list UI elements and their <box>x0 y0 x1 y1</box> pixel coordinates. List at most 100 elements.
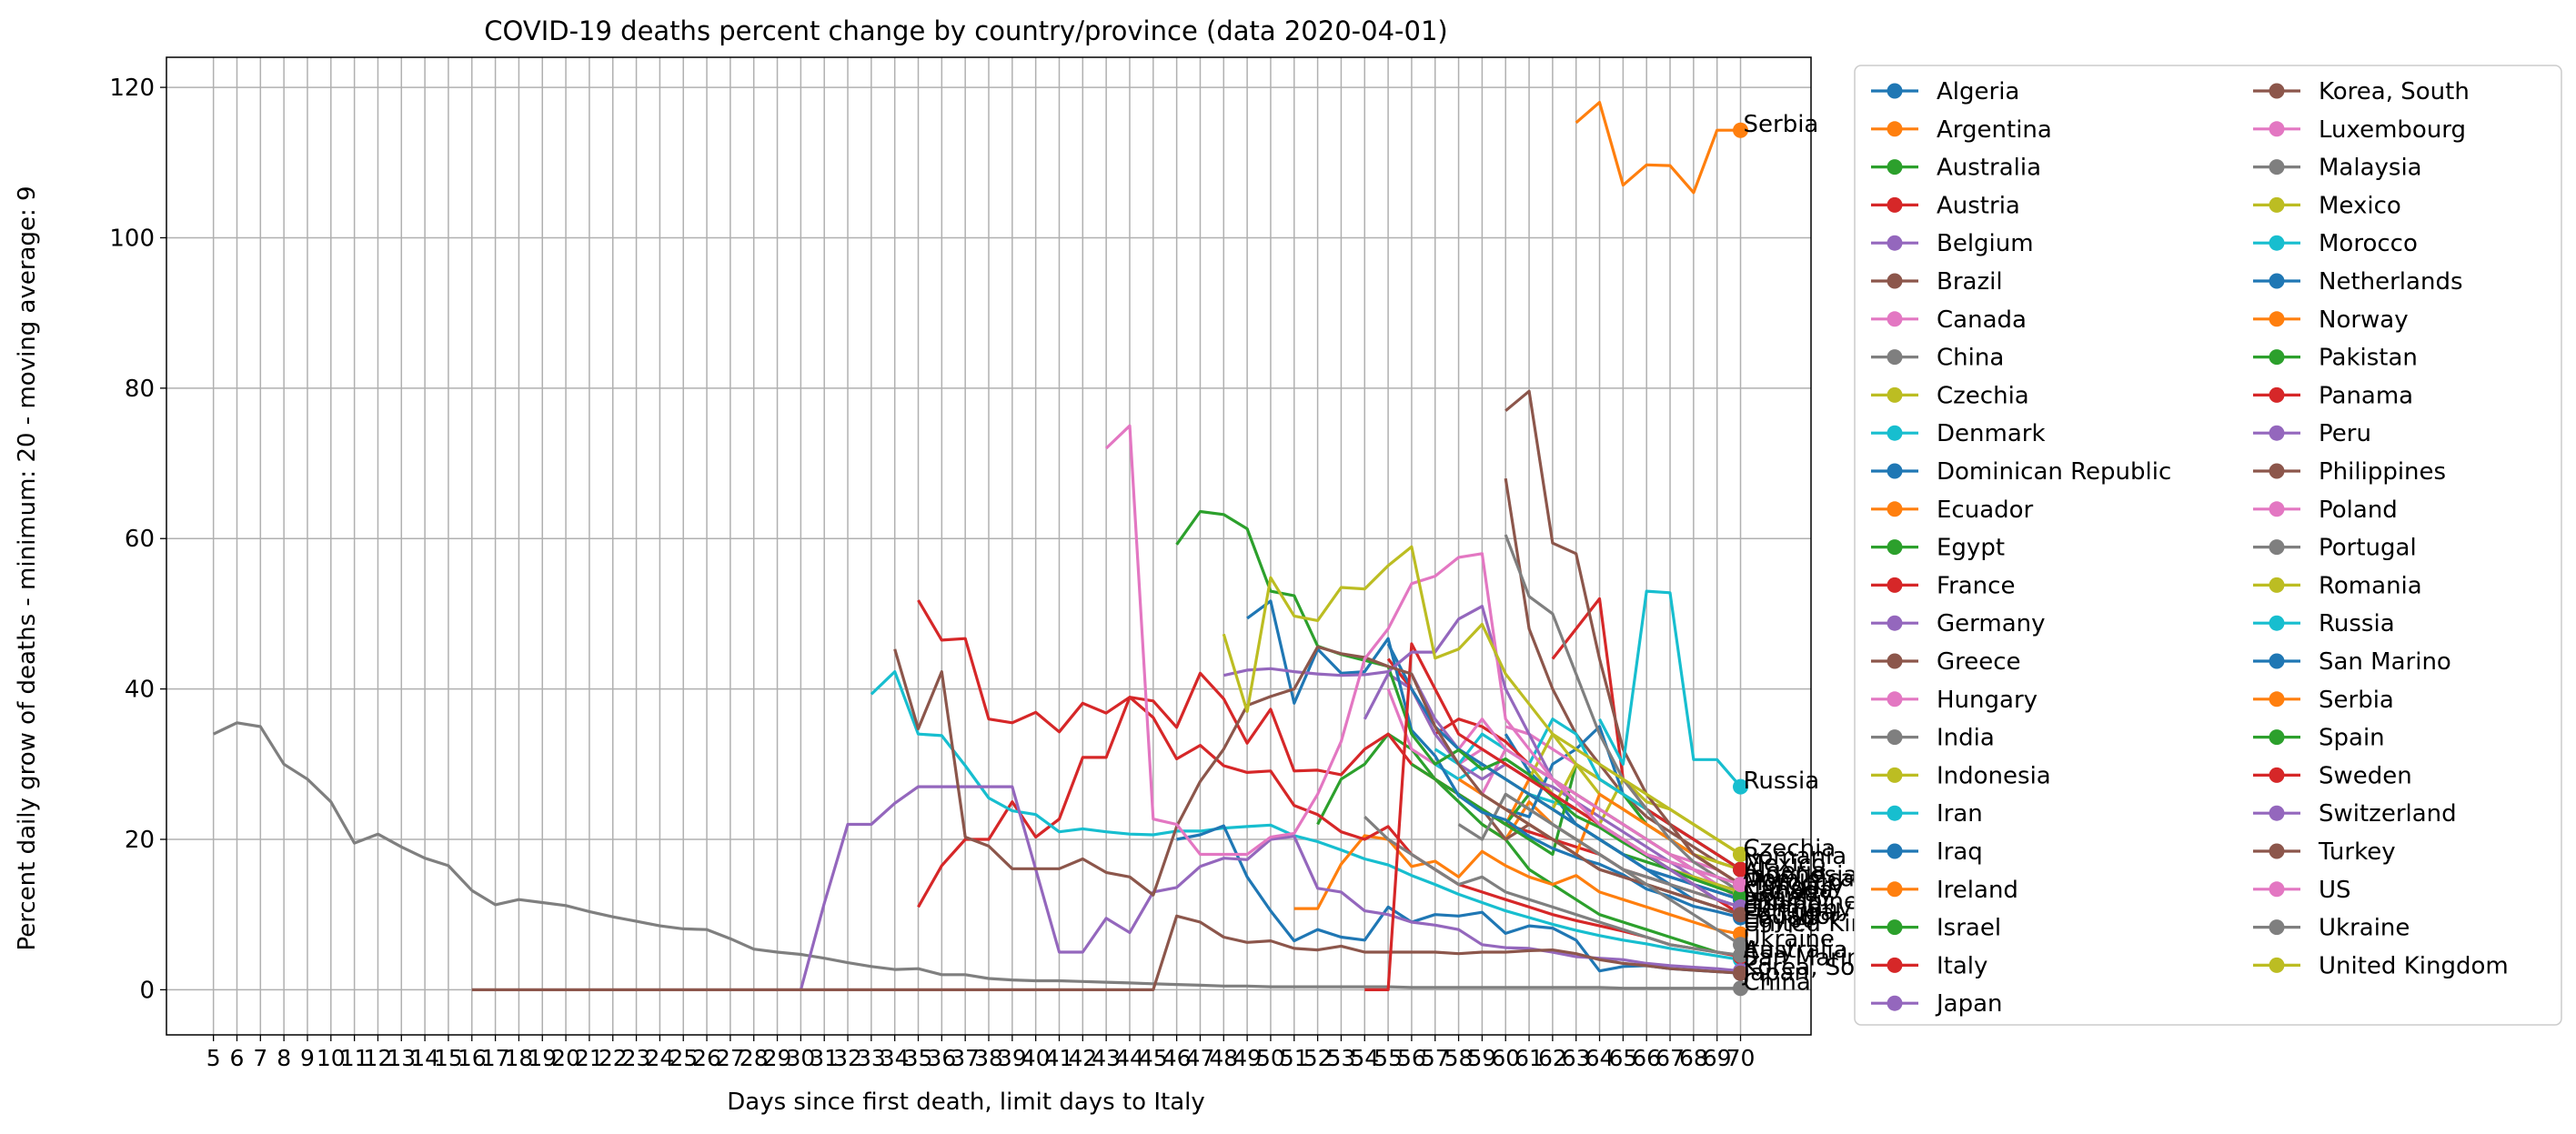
legend-item-denmark: Denmark <box>1871 420 2046 447</box>
annotation-indonesia: Indonesia <box>1744 861 1858 888</box>
legend-label: Norway <box>2319 306 2409 334</box>
y-axis-label: Percent daily grow of deaths - minimum: … <box>14 186 41 950</box>
legend-item-germany: Germany <box>1871 610 2046 637</box>
legend-swatch-marker <box>1887 121 1903 137</box>
legend-item-turkey: Turkey <box>2253 838 2396 866</box>
x-tick-label: 48 <box>1209 1045 1238 1071</box>
x-tick-label: 15 <box>434 1045 463 1071</box>
legend-item-australia: Australia <box>1871 155 2041 182</box>
x-tick-label: 32 <box>833 1045 862 1071</box>
legend-swatch-marker <box>1887 577 1903 593</box>
legend-label: Iran <box>1937 800 1983 828</box>
legend-label: Denmark <box>1937 420 2046 447</box>
legend-item-israel: Israel <box>1871 915 2001 942</box>
legend-label: Malaysia <box>2319 155 2422 182</box>
legend-item-france: France <box>1871 572 2015 599</box>
annotation-russia: Russia <box>1744 768 1820 795</box>
legend-label: Morocco <box>2319 230 2418 257</box>
legend-swatch-marker <box>1887 83 1903 99</box>
x-tick-label: 69 <box>1703 1045 1732 1071</box>
legend-swatch-marker <box>1887 235 1903 251</box>
legend-item-brazil: Brazil <box>1871 268 2003 296</box>
x-tick-label: 22 <box>599 1045 628 1071</box>
annotation-china: China <box>1744 969 1811 997</box>
legend-item-korea-south: Korea, South <box>2253 78 2470 105</box>
legend-swatch-marker <box>1887 615 1903 631</box>
legend-swatch-marker <box>2269 121 2285 137</box>
x-tick-label: 30 <box>786 1045 815 1071</box>
x-tick-label: 49 <box>1233 1045 1262 1071</box>
y-tick-label: 20 <box>125 827 155 854</box>
legend-label: Argentina <box>1937 116 2052 144</box>
y-tick-label: 80 <box>125 376 155 403</box>
x-tick-label: 21 <box>575 1045 604 1071</box>
legend-swatch-marker <box>2269 463 2285 479</box>
legend-swatch-marker <box>2269 539 2285 556</box>
legend-swatch-marker <box>1887 691 1903 707</box>
series-line-ukraine <box>1504 793 1742 947</box>
x-tick-label: 17 <box>481 1045 510 1071</box>
annotation-romania: Romania <box>1744 843 1847 870</box>
legend-label: Luxembourg <box>2319 116 2466 144</box>
legend-label: Netherlands <box>2319 268 2463 296</box>
series-point-serbia <box>1733 122 1749 138</box>
legend-label: China <box>1937 345 2004 372</box>
legend-label: Peru <box>2319 420 2371 447</box>
x-tick-label: 56 <box>1397 1045 1426 1071</box>
x-tick-label: 53 <box>1327 1045 1356 1071</box>
annotation-poland: Poland <box>1744 892 1823 919</box>
series-point-korea-south <box>1733 965 1749 981</box>
x-tick-label: 11 <box>340 1045 369 1071</box>
legend-swatch-marker <box>2269 881 2285 898</box>
legend-item-japan: Japan <box>1871 990 2003 1018</box>
legend-item-russia: Russia <box>2253 610 2395 637</box>
x-tick-label: 34 <box>880 1045 910 1071</box>
legend-label: Sweden <box>2319 762 2412 789</box>
series-line-us <box>1104 424 1741 887</box>
series-point-ukraine <box>1733 937 1749 953</box>
x-tick-label: 45 <box>1139 1045 1168 1071</box>
annotation-germany: Germany <box>1744 896 1853 923</box>
x-tick-label: 27 <box>716 1045 745 1071</box>
series-line-philippines <box>1504 389 1742 886</box>
series-point-panama <box>1733 861 1749 878</box>
x-tick-label: 26 <box>692 1045 721 1071</box>
legend-label: Pakistan <box>2319 345 2418 372</box>
legend-label: Belgium <box>1937 230 2034 257</box>
legend-item-netherlands: Netherlands <box>2253 268 2463 296</box>
series-line-malaysia <box>1363 816 1741 957</box>
x-tick-label: 58 <box>1444 1045 1474 1071</box>
annotation-mexico: Mexico <box>1744 850 1826 878</box>
x-tick-label: 64 <box>1585 1045 1615 1071</box>
legend-swatch-marker <box>1887 767 1903 783</box>
series-line-turkey <box>893 645 1741 917</box>
x-tick-label: 37 <box>951 1045 980 1071</box>
legend-label: Brazil <box>1937 268 2003 296</box>
legend-swatch-marker <box>2269 235 2285 251</box>
legend-swatch-marker <box>1887 159 1903 176</box>
x-tick-label: 55 <box>1374 1045 1403 1071</box>
legend-item-iraq: Iraq <box>1871 838 1983 866</box>
x-tick-label: 25 <box>669 1045 698 1071</box>
legend-item-panama: Panama <box>2253 382 2413 409</box>
legend-item-philippines: Philippines <box>2253 458 2446 486</box>
legend-item-serbia: Serbia <box>2253 687 2394 714</box>
x-tick-label: 40 <box>1021 1045 1051 1071</box>
legend-item-poland: Poland <box>2253 497 2398 524</box>
x-tick-label: 5 <box>206 1045 221 1071</box>
series-point-us <box>1733 877 1749 893</box>
x-tick-label: 14 <box>410 1045 439 1071</box>
legend-swatch-marker <box>1887 501 1903 517</box>
series-line-russia <box>1598 589 1742 788</box>
x-tick-label: 42 <box>1068 1045 1097 1071</box>
legend-swatch-marker <box>1887 349 1903 366</box>
legend-item-romania: Romania <box>2253 572 2422 599</box>
x-tick-label: 12 <box>364 1045 393 1071</box>
legend-label: Czechia <box>1937 382 2029 409</box>
legend-label: Canada <box>1937 306 2027 334</box>
legend-item-algeria: Algeria <box>1871 78 2019 105</box>
y-axis-ticks: 0 20 40 60 80 100 120 <box>109 75 166 1004</box>
annotation-egypt: Egypt <box>1744 907 1812 934</box>
legend-swatch-marker <box>2269 805 2285 821</box>
